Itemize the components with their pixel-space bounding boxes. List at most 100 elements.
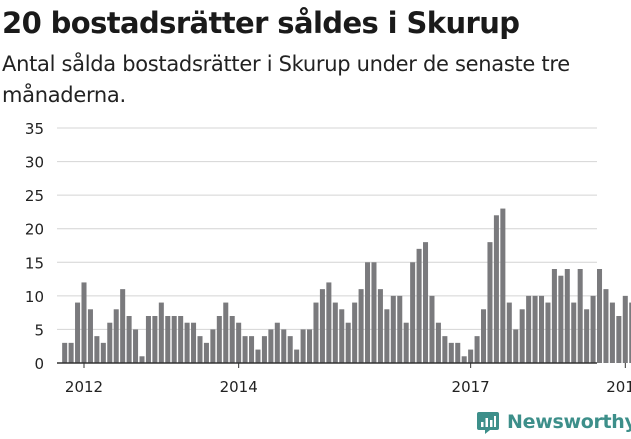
bar bbox=[274, 322, 280, 363]
bar bbox=[339, 309, 345, 363]
bar bbox=[307, 329, 313, 363]
bar bbox=[191, 322, 197, 363]
bar bbox=[423, 242, 429, 363]
newsworthy-logo-icon bbox=[477, 412, 499, 434]
bar-chart: 0510152025303520122014201720192022202420 bbox=[25, 120, 631, 396]
bar bbox=[236, 322, 242, 363]
bar bbox=[455, 342, 461, 363]
y-tick-label: 10 bbox=[25, 288, 44, 306]
newsworthy-logo-text: Newsworthy bbox=[507, 411, 631, 433]
bar bbox=[107, 322, 113, 363]
bar bbox=[203, 342, 209, 363]
bar bbox=[429, 295, 435, 363]
bar bbox=[539, 295, 545, 363]
bar bbox=[564, 269, 570, 363]
bar bbox=[249, 336, 255, 363]
bar bbox=[126, 316, 132, 363]
bar bbox=[532, 295, 538, 363]
bar bbox=[352, 302, 358, 363]
x-tick-label: 2014 bbox=[220, 378, 258, 396]
y-tick-label: 5 bbox=[34, 321, 44, 339]
bar bbox=[300, 329, 306, 363]
bar bbox=[577, 269, 583, 363]
bar bbox=[435, 322, 441, 363]
bar bbox=[345, 322, 351, 363]
bar bbox=[81, 282, 87, 363]
bar bbox=[255, 349, 261, 363]
bar bbox=[513, 329, 519, 363]
bar bbox=[152, 316, 158, 363]
bar bbox=[313, 302, 319, 363]
bar bbox=[506, 302, 512, 363]
bar bbox=[87, 309, 93, 363]
bar bbox=[384, 309, 390, 363]
bar bbox=[165, 316, 171, 363]
bar bbox=[390, 295, 396, 363]
x-tick-label: 2012 bbox=[65, 378, 103, 396]
y-tick-label: 15 bbox=[25, 254, 44, 272]
bar bbox=[223, 302, 229, 363]
bar bbox=[287, 336, 293, 363]
bar bbox=[261, 336, 267, 363]
bar bbox=[365, 262, 371, 363]
y-tick-label: 35 bbox=[25, 120, 44, 138]
bar bbox=[481, 309, 487, 363]
bar bbox=[358, 289, 364, 363]
bar bbox=[500, 208, 506, 363]
bar bbox=[629, 302, 631, 363]
bar bbox=[100, 342, 106, 363]
bar bbox=[158, 302, 164, 363]
y-tick-label: 20 bbox=[25, 221, 44, 239]
bar bbox=[551, 269, 557, 363]
newsworthy-logo: Newsworthy bbox=[476, 408, 631, 436]
bar bbox=[75, 302, 81, 363]
bar bbox=[68, 342, 74, 363]
bar bbox=[609, 302, 615, 363]
bar bbox=[326, 282, 332, 363]
bar bbox=[319, 289, 325, 363]
bar bbox=[416, 248, 422, 363]
x-tick-label: 2019 bbox=[606, 378, 631, 396]
bar bbox=[590, 295, 596, 363]
bar bbox=[442, 336, 448, 363]
y-tick-label: 30 bbox=[25, 154, 44, 172]
bar bbox=[526, 295, 532, 363]
bar bbox=[268, 329, 274, 363]
bar bbox=[139, 356, 145, 363]
bar bbox=[216, 316, 222, 363]
bar bbox=[616, 316, 622, 363]
bar bbox=[468, 349, 474, 363]
chart-subtitle: Antal sålda bostadsrätter i Skurup under… bbox=[2, 52, 570, 107]
bar bbox=[197, 336, 203, 363]
bar bbox=[145, 316, 151, 363]
bar bbox=[597, 269, 603, 363]
bar bbox=[120, 289, 126, 363]
bar bbox=[487, 242, 493, 363]
chart-title: 20 bostadsrätter såldes i Skurup bbox=[2, 6, 520, 40]
bar bbox=[461, 356, 467, 363]
bar bbox=[603, 289, 609, 363]
bar bbox=[171, 316, 177, 363]
bar bbox=[448, 342, 454, 363]
bar bbox=[397, 295, 403, 363]
y-tick-label: 0 bbox=[34, 355, 44, 373]
bar bbox=[377, 289, 383, 363]
bar bbox=[558, 275, 564, 363]
bar bbox=[493, 215, 499, 363]
bar bbox=[62, 342, 68, 363]
y-tick-label: 25 bbox=[25, 187, 44, 205]
bar bbox=[184, 322, 190, 363]
bar bbox=[371, 262, 377, 363]
bar bbox=[584, 309, 590, 363]
bar bbox=[294, 349, 300, 363]
bar bbox=[332, 302, 338, 363]
bar bbox=[474, 336, 480, 363]
x-tick-label: 2017 bbox=[452, 378, 490, 396]
bar bbox=[281, 329, 287, 363]
bar bbox=[133, 329, 139, 363]
bar bbox=[178, 316, 184, 363]
bar bbox=[403, 322, 409, 363]
bar bbox=[571, 302, 577, 363]
bar bbox=[622, 295, 628, 363]
bar bbox=[113, 309, 119, 363]
